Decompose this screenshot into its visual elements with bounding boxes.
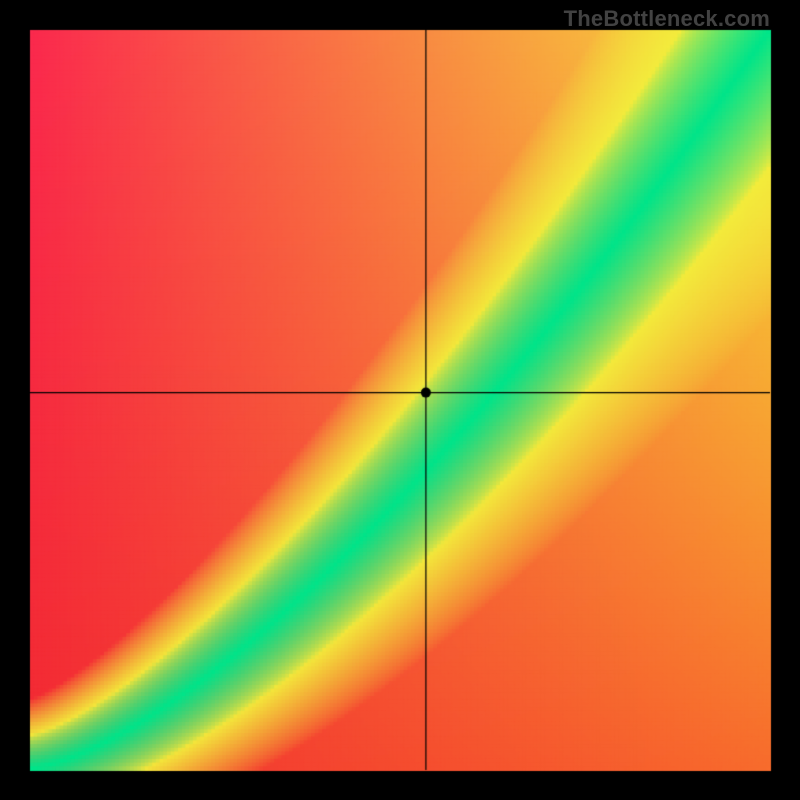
watermark-text: TheBottleneck.com — [564, 6, 770, 32]
heatmap-canvas — [0, 0, 800, 800]
